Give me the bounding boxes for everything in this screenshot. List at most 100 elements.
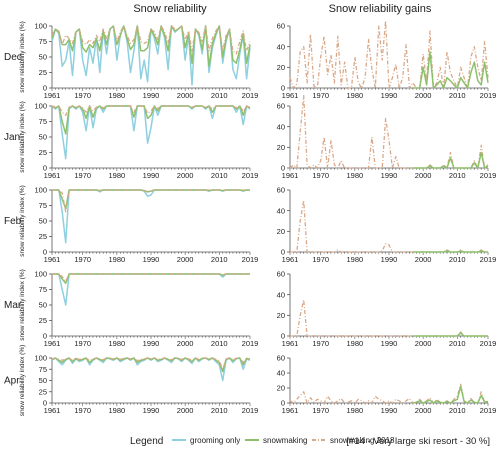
left-x-tick-label: 2010 bbox=[211, 255, 228, 264]
left-y-tick-label: 25 bbox=[39, 316, 47, 325]
gain-line-snowmaking bbox=[412, 385, 489, 404]
left-y-tick-label: 50 bbox=[39, 376, 47, 385]
left-x-tick-label: 2010 bbox=[211, 171, 228, 180]
right-x-tick-label: 2000 bbox=[415, 339, 432, 348]
legend-label-snowmaking: snowmaking bbox=[263, 436, 307, 445]
left-x-tick-label: 1990 bbox=[143, 91, 160, 100]
right-y-tick-label: 0 bbox=[281, 164, 285, 173]
legend: Legend grooming only snowmaking snowmaking… bbox=[130, 436, 395, 447]
right-x-tick-label: 2010 bbox=[449, 255, 466, 264]
right-x-tick-label: 1961 bbox=[282, 91, 299, 100]
left-y-tick-label: 0 bbox=[43, 248, 47, 257]
right-y-tick-label: 40 bbox=[277, 42, 285, 51]
right-x-tick-label: 1970 bbox=[312, 339, 329, 348]
right-x-tick-label: 1961 bbox=[282, 171, 299, 180]
right-x-tick-label: 2010 bbox=[449, 406, 466, 415]
left-x-tick-label: 2019 bbox=[242, 255, 259, 264]
left-y-tick-label: 100 bbox=[34, 102, 47, 111]
right-y-tick-label: 0 bbox=[281, 399, 285, 408]
left-y-tick-label: 100 bbox=[34, 22, 47, 31]
left-x-tick-label: 2019 bbox=[242, 339, 259, 348]
right-y-tick-label: 0 bbox=[281, 332, 285, 341]
legend-title: Legend bbox=[130, 436, 163, 447]
left-y-tick-label: 75 bbox=[39, 365, 47, 374]
right-y-tick-label: 20 bbox=[277, 227, 285, 236]
left-x-tick-label: 1990 bbox=[143, 339, 160, 348]
left-y-tick-label: 25 bbox=[39, 232, 47, 241]
month-row-apr: Apr snow reliability index (%) 0 25 50 75 100 1… bbox=[4, 345, 496, 417]
right-y-tick-label: 40 bbox=[277, 369, 285, 378]
left-y-tick-label: 75 bbox=[39, 37, 47, 46]
right-y-tick-label: 60 bbox=[277, 102, 285, 111]
gain-line-snowmaking bbox=[412, 332, 488, 337]
right-y-tick-label: 60 bbox=[277, 270, 285, 279]
right-y-tick-label: 40 bbox=[277, 290, 285, 299]
column-title-snow-reliability: Snow reliability bbox=[133, 3, 207, 15]
right-x-tick-label: 1990 bbox=[381, 171, 398, 180]
right-y-tick-label: 60 bbox=[277, 22, 285, 31]
left-y-tick-label: 0 bbox=[43, 332, 47, 341]
legend-label-grooming-only: grooming only bbox=[190, 436, 240, 445]
gain-line-snowmaking-2018 bbox=[289, 95, 489, 169]
month-label-dec: Dec bbox=[4, 52, 22, 63]
right-y-tick-label: 20 bbox=[277, 63, 285, 72]
right-x-tick-label: 1990 bbox=[381, 255, 398, 264]
left-y-tick-label: 0 bbox=[43, 84, 47, 93]
left-y-tick-label: 0 bbox=[43, 399, 47, 408]
month-label-mar: Mar bbox=[4, 300, 22, 311]
right-x-tick-label: 1980 bbox=[347, 339, 364, 348]
left-y-tick-label: 50 bbox=[39, 301, 47, 310]
series-line-snowmaking bbox=[51, 25, 251, 68]
series-line-snowmaking-2018 bbox=[51, 105, 251, 116]
right-x-tick-label: 2000 bbox=[415, 171, 432, 180]
left-y-tick-label: 75 bbox=[39, 201, 47, 210]
left-x-tick-label: 2010 bbox=[211, 91, 228, 100]
left-x-tick-label: 2000 bbox=[177, 406, 194, 415]
right-x-tick-label: 2019 bbox=[480, 91, 497, 100]
right-x-tick-label: 1970 bbox=[312, 171, 329, 180]
y-axis-label: snow reliability index (%) bbox=[19, 345, 26, 417]
left-x-tick-label: 2019 bbox=[242, 91, 259, 100]
left-y-tick-label: 100 bbox=[34, 270, 47, 279]
left-x-tick-label: 1980 bbox=[109, 255, 126, 264]
right-x-tick-label: 2010 bbox=[449, 339, 466, 348]
right-y-tick-label: 40 bbox=[277, 206, 285, 215]
left-x-tick-label: 1970 bbox=[74, 91, 91, 100]
right-x-tick-label: 1961 bbox=[282, 339, 299, 348]
right-y-tick-label: 40 bbox=[277, 122, 285, 131]
right-y-tick-label: 0 bbox=[281, 248, 285, 257]
left-y-tick-label: 50 bbox=[39, 53, 47, 62]
gain-line-snowmaking-2018 bbox=[290, 199, 488, 253]
left-x-tick-label: 1980 bbox=[109, 171, 126, 180]
y-axis-label: snow reliability index (%) bbox=[19, 21, 26, 93]
right-x-tick-label: 1970 bbox=[312, 91, 329, 100]
left-x-tick-label: 1961 bbox=[44, 255, 61, 264]
left-x-tick-label: 1961 bbox=[44, 171, 61, 180]
right-x-tick-label: 1970 bbox=[312, 255, 329, 264]
left-x-tick-label: 1980 bbox=[109, 339, 126, 348]
right-x-tick-label: 1980 bbox=[347, 255, 364, 264]
right-x-tick-label: 1970 bbox=[312, 406, 329, 415]
right-y-tick-label: 20 bbox=[277, 311, 285, 320]
left-x-tick-label: 1961 bbox=[44, 339, 61, 348]
right-y-tick-label: 0 bbox=[281, 84, 285, 93]
left-x-tick-label: 1970 bbox=[74, 339, 91, 348]
left-x-tick-label: 1990 bbox=[143, 255, 160, 264]
series-line-grooming-only bbox=[52, 189, 250, 244]
month-label-feb: Feb bbox=[4, 216, 22, 227]
left-x-tick-label: 1970 bbox=[74, 255, 91, 264]
left-x-tick-label: 2019 bbox=[242, 171, 259, 180]
left-y-tick-label: 100 bbox=[34, 354, 47, 363]
legend-label-snowmaking-2018: snowmaking 2018 bbox=[330, 436, 395, 445]
right-x-tick-label: 1961 bbox=[282, 406, 299, 415]
series-line-grooming-only bbox=[51, 357, 251, 382]
left-y-tick-label: 75 bbox=[39, 285, 47, 294]
right-x-tick-label: 2019 bbox=[480, 406, 497, 415]
series-line-grooming-only bbox=[52, 273, 250, 306]
right-y-tick-label: 20 bbox=[277, 143, 285, 152]
gain-line-snowmaking-2018 bbox=[290, 299, 488, 337]
